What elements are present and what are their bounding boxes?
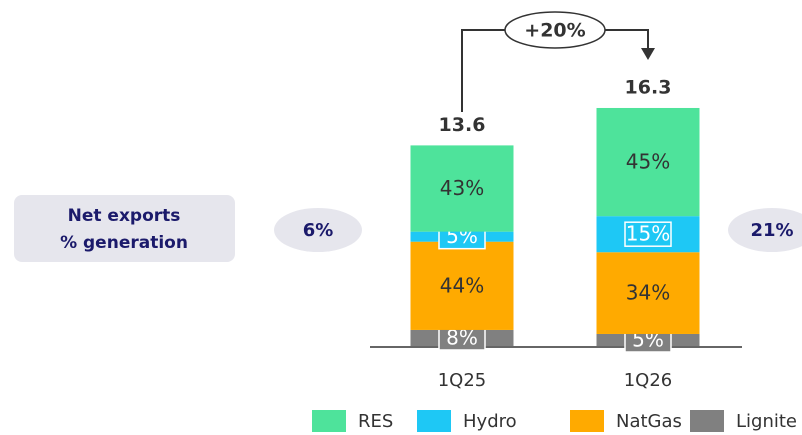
value-label: 43% (440, 176, 484, 200)
net-exports-value: 6% (303, 220, 334, 241)
total-label: 13.6 (439, 114, 486, 136)
annotation-ellipse (504, 11, 606, 49)
x-tick-label: 1Q25 (438, 370, 487, 391)
net-exports-bubble (728, 208, 802, 252)
value-label: 44% (440, 273, 484, 297)
bar-segment (410, 145, 514, 232)
value-label: 15% (626, 222, 670, 246)
label-box (624, 221, 672, 247)
annotation: +20% (524, 20, 585, 42)
net-exports-label: Net exports (68, 206, 181, 226)
value-label: 45% (626, 150, 670, 174)
x-tick-label: 1Q26 (624, 370, 673, 391)
net-exports-bubble (274, 208, 362, 252)
legend-swatch (690, 410, 724, 432)
legend-swatch (417, 410, 451, 432)
bar-segment (410, 241, 514, 330)
legend-swatch (312, 410, 346, 432)
legend-label: NatGas (616, 411, 682, 432)
legend-label: Hydro (463, 411, 517, 432)
legend-label: RES (358, 411, 393, 432)
total-label: 16.3 (625, 76, 672, 98)
value-label: 34% (626, 281, 670, 305)
legend-swatch (570, 410, 604, 432)
legend-label: Lignite (736, 411, 797, 432)
arrow-head (641, 48, 655, 60)
net-exports-label: % generation (60, 233, 188, 253)
net-exports-box (14, 195, 235, 262)
bar-segment (596, 252, 700, 334)
bar-segment (596, 107, 700, 217)
label-box (438, 325, 486, 351)
net-exports-value: 21% (750, 220, 793, 241)
